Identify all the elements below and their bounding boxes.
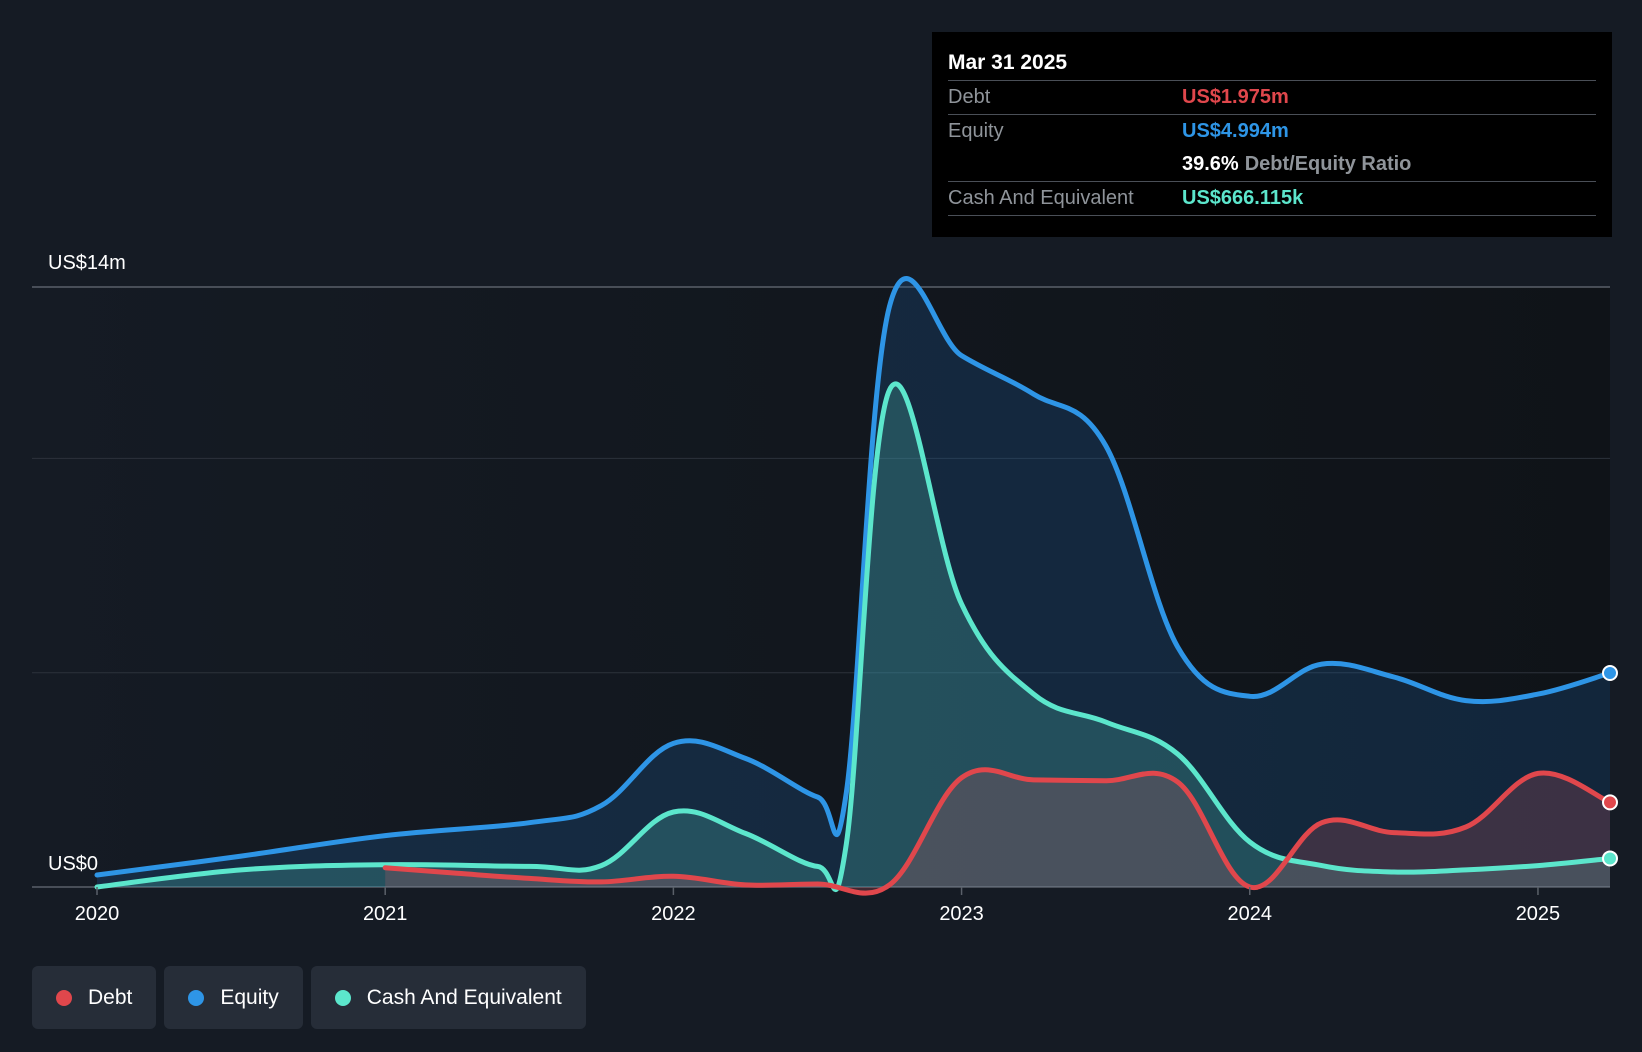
legend-label-equity: Equity <box>220 985 279 1009</box>
x-tick-label: 2020 <box>75 903 120 925</box>
tooltip-cash-label: Cash And Equivalent <box>948 187 1134 209</box>
debt-line <box>382 767 1613 896</box>
legend-item-equity[interactable]: Equity <box>164 966 303 1029</box>
plot-background <box>32 287 1610 887</box>
legend-label-debt: Debt <box>88 985 133 1009</box>
tooltip-cash-row: Cash And Equivalent US$666.115k <box>948 182 1596 216</box>
x-tick-label: 2024 <box>1228 903 1273 925</box>
tooltip-debt-value: US$1.975m <box>1182 86 1289 108</box>
cash-and-equivalent-line <box>94 381 1613 892</box>
tooltip-debt-label: Debt <box>948 86 991 108</box>
tooltip-date: Mar 31 2025 <box>948 46 1596 81</box>
tooltip-ratio-label: Debt/Equity Ratio <box>1244 153 1412 175</box>
legend-item-cash[interactable]: Cash And Equivalent <box>310 966 586 1029</box>
x-tick-label: 2022 <box>651 903 696 925</box>
tooltip-equity-value: US$4.994m <box>1182 120 1289 142</box>
tooltip-cash-value: US$666.115k <box>1182 187 1304 209</box>
gridlines <box>32 286 1610 888</box>
x-axis: 2020 2021 2022 2023 2024 2025 <box>75 887 1560 925</box>
y-axis-bottom-label: US$0 <box>48 853 98 875</box>
debt-point <box>1602 794 1618 811</box>
equity-area <box>97 278 1610 887</box>
cash-dot-icon <box>334 989 351 1006</box>
equity-dot-icon <box>188 989 205 1006</box>
series-lines <box>94 276 1613 896</box>
tooltip-equity-row: Equity US$4.994m <box>948 115 1596 148</box>
legend-label-cash: Cash And Equivalent <box>366 985 562 1009</box>
tooltip-ratio-row: 39.6% Debt/Equity Ratio <box>948 148 1596 182</box>
cash-and-equivalent-point <box>1602 850 1618 867</box>
legend-item-debt[interactable]: Debt <box>32 966 157 1029</box>
tooltip-debt-row: Debt US$1.975m <box>948 81 1596 115</box>
legend: Debt Equity Cash And Equivalent <box>32 966 586 1029</box>
x-tick-label: 2025 <box>1516 903 1561 925</box>
series-endpoints <box>1602 664 1618 867</box>
equity-point <box>1602 664 1618 681</box>
y-axis-top-label: US$14m <box>48 252 126 274</box>
x-tick-label: 2021 <box>363 903 408 925</box>
tooltip-equity-label: Equity <box>948 120 1004 142</box>
tooltip-panel: Mar 31 2025 Debt US$1.975m Equity US$4.9… <box>932 32 1612 237</box>
debt-dot-icon <box>56 989 72 1006</box>
equity-line <box>94 276 1613 878</box>
x-tick-label: 2023 <box>939 903 984 925</box>
tooltip-ratio-value: 39.6% <box>1182 153 1239 175</box>
